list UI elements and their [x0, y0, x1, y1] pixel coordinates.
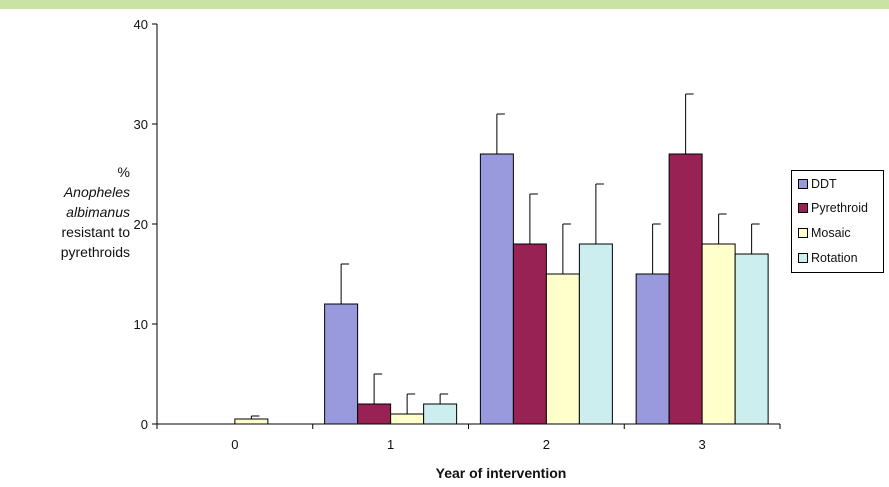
- legend-swatch: [798, 252, 808, 263]
- bar-mosaic-2: [545, 273, 580, 425]
- x-tick-label: 2: [543, 437, 550, 452]
- bar-ddt-1: [324, 303, 359, 425]
- bar-ddt-3: [635, 273, 670, 425]
- legend-item-mosaic: Mosaic: [798, 226, 851, 240]
- legend: DDT Pyrethroid Mosaic Rotation: [791, 170, 884, 273]
- y-axis-label-line: %: [117, 164, 130, 180]
- y-axis-label-line: pyrethroids: [60, 244, 130, 260]
- bar-mosaic-1: [390, 413, 425, 425]
- legend-item-rotation: Rotation: [798, 251, 858, 265]
- legend-swatch: [798, 178, 808, 189]
- y-tick-label: 30: [134, 117, 148, 132]
- bar-rotation-1: [423, 403, 458, 425]
- y-axis-label-line: resistant to: [61, 224, 130, 240]
- x-tick-label: 1: [387, 437, 394, 452]
- legend-item-pyrethroid: Pyrethroid: [798, 201, 868, 215]
- x-tick-label: 3: [699, 437, 706, 452]
- x-tick-label: 0: [231, 437, 238, 452]
- y-tick-label: 10: [134, 317, 148, 332]
- y-tick-label: 20: [134, 217, 148, 232]
- top-accent-bar: [0, 0, 889, 9]
- bar-rotation-3: [734, 253, 769, 425]
- bar-mosaic-0: [234, 418, 269, 425]
- bar-rotation-2: [578, 243, 613, 425]
- bar-mosaic-3: [701, 243, 736, 425]
- bar-ddt-2: [479, 153, 514, 425]
- bar-pyrethroid-1: [357, 403, 392, 425]
- legend-label: Pyrethroid: [811, 201, 868, 215]
- legend-swatch: [798, 202, 808, 213]
- y-axis-label-line: Anopheles: [63, 184, 130, 200]
- y-axis-label-line: albimanus: [66, 204, 130, 220]
- legend-swatch: [798, 227, 808, 238]
- y-tick-label: 0: [141, 417, 148, 432]
- x-axis-label: Year of intervention: [435, 465, 567, 481]
- legend-label: Mosaic: [811, 226, 851, 240]
- y-tick-label: 40: [134, 17, 148, 32]
- bar-pyrethroid-2: [512, 243, 547, 425]
- legend-label: DDT: [811, 177, 837, 191]
- legend-item-ddt: DDT: [798, 177, 837, 191]
- bar-pyrethroid-3: [668, 153, 703, 425]
- legend-label: Rotation: [811, 251, 858, 265]
